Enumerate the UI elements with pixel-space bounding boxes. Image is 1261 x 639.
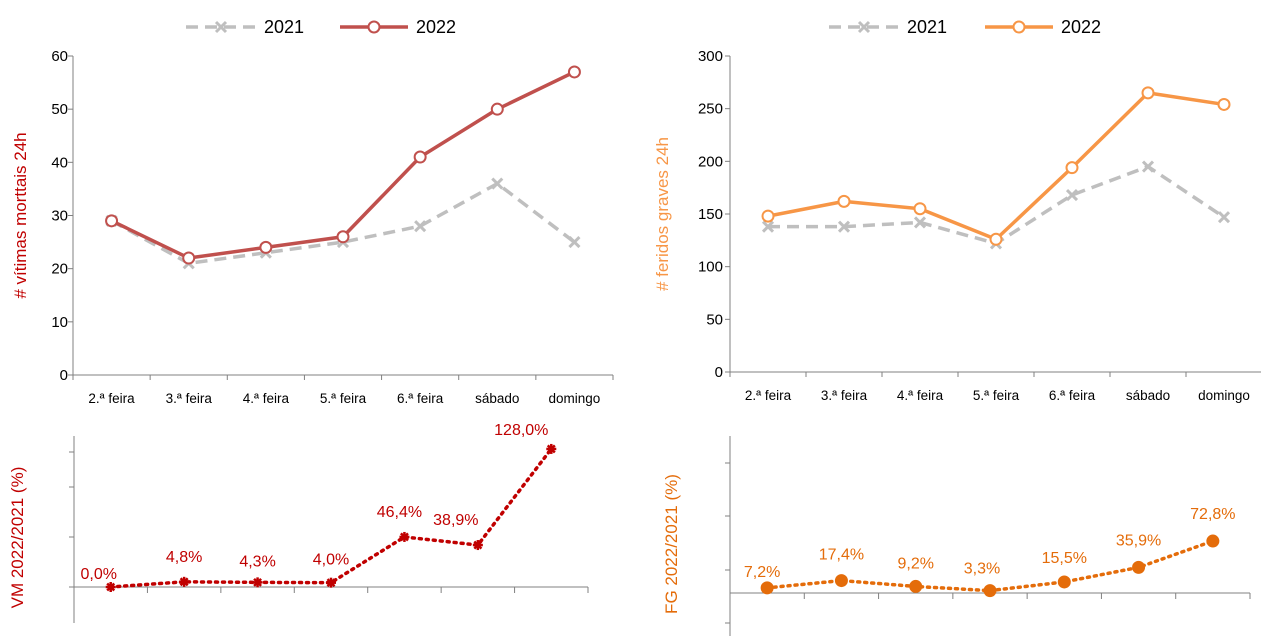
point-2021 — [1217, 211, 1231, 224]
data-label: 9,2% — [897, 555, 933, 572]
data-label: 72,8% — [1190, 506, 1235, 523]
point-2021 — [1065, 188, 1079, 202]
ratio-point — [1132, 560, 1146, 574]
y-tick-label: 0 — [715, 364, 723, 381]
y-tick-label: 10 — [51, 314, 68, 331]
series-line-2022 — [110, 70, 576, 260]
series-line-2021 — [110, 181, 576, 266]
legend-marker-2021 — [214, 20, 228, 34]
point-2022 — [1217, 97, 1231, 111]
point-2022 — [837, 194, 851, 208]
point-2022 — [259, 240, 273, 254]
ratio-point — [399, 531, 410, 542]
y-axis-label: FG 2022/2021 (%) — [662, 474, 681, 614]
ratio-point — [909, 579, 923, 593]
y-axis-label: # feridos graves 24h — [653, 137, 672, 291]
y-tick-label: 150 — [698, 206, 723, 223]
y-tick-label: 60 — [51, 48, 68, 65]
y-axis-label: VM 2022/2021 (%) — [8, 467, 27, 609]
data-label: 38,9% — [433, 512, 478, 529]
x-tick-label: sábado — [475, 391, 519, 406]
data-label: 4,8% — [166, 549, 202, 566]
data-label: 15,5% — [1042, 550, 1087, 567]
point-2022 — [182, 251, 196, 265]
point-2022 — [1141, 86, 1155, 100]
data-label: 46,4% — [377, 504, 422, 521]
x-tick-label: 3.ª feira — [166, 391, 213, 406]
data-label: 3,3% — [964, 561, 1000, 578]
legend-marker-2022 — [1012, 20, 1026, 34]
ratio-point — [252, 577, 263, 588]
legend-marker-2021 — [857, 20, 871, 34]
series-line-2021 — [768, 164, 1225, 246]
x-tick-label: 2.ª feira — [88, 391, 135, 406]
point-2021 — [837, 220, 851, 233]
ratio-point — [179, 576, 190, 587]
data-label: 35,9% — [1116, 532, 1161, 549]
ratio-point — [472, 540, 483, 551]
x-tick-label: 2.ª feira — [745, 388, 792, 403]
y-tick-label: 100 — [698, 259, 723, 276]
x-tick-label: 4.ª feira — [243, 391, 290, 406]
y-tick-label: 300 — [698, 48, 723, 65]
ratio-point — [326, 577, 336, 588]
x-tick-label: 3.ª feira — [821, 388, 868, 403]
legend-label-2022: 2022 — [1061, 17, 1101, 37]
point-2022 — [989, 232, 1003, 246]
y-tick-label: 200 — [698, 153, 723, 170]
data-label: 4,3% — [239, 553, 275, 570]
y-tick-label: 0 — [60, 367, 68, 384]
legend-label-2021: 2021 — [907, 17, 947, 37]
x-tick-label: 6.ª feira — [397, 391, 444, 406]
point-2022 — [913, 202, 927, 216]
data-label: 0,0% — [80, 566, 116, 583]
point-2022 — [567, 65, 581, 79]
data-label: 17,4% — [819, 547, 864, 564]
point-2022 — [1065, 161, 1079, 175]
y-axis-label: # vítimas morttais 24h — [11, 132, 30, 298]
x-tick-label: 6.ª feira — [1049, 388, 1096, 403]
y-tick-label: 40 — [51, 154, 68, 171]
point-2022 — [336, 230, 350, 244]
data-label: 4,0% — [313, 552, 349, 569]
x-tick-label: sábado — [1126, 388, 1170, 403]
legend-marker-2022 — [367, 20, 381, 34]
point-2022 — [761, 209, 775, 223]
point-2022 — [413, 150, 427, 164]
point-2022 — [490, 102, 504, 116]
point-2021 — [913, 216, 927, 229]
point-2021 — [761, 220, 775, 233]
point-2021 — [1141, 160, 1155, 173]
y-tick-label: 50 — [706, 311, 723, 328]
point-2022 — [105, 214, 119, 228]
point-2021 — [414, 220, 427, 233]
y-tick-label: 30 — [51, 208, 68, 225]
y-tick-label: 250 — [698, 101, 723, 118]
point-2021 — [491, 177, 504, 190]
series-line-2022 — [767, 91, 1225, 242]
ratio-point — [1057, 575, 1071, 589]
data-label: 7,2% — [744, 564, 780, 581]
y-tick-label: 20 — [51, 261, 68, 278]
ratio-point — [760, 581, 774, 595]
x-tick-label: domingo — [1198, 388, 1250, 403]
ratio-point — [834, 574, 848, 588]
x-tick-label: 5.ª feira — [320, 391, 367, 406]
ratio-point — [546, 443, 557, 454]
legend-label-2021: 2021 — [264, 17, 304, 37]
point-2021 — [568, 236, 581, 249]
ratio-point — [983, 584, 997, 598]
x-tick-label: 4.ª feira — [897, 388, 944, 403]
ratio-point — [105, 582, 116, 592]
x-tick-label: domingo — [549, 391, 601, 406]
ratio-point — [1206, 534, 1220, 548]
legend-label-2022: 2022 — [416, 17, 456, 37]
x-tick-label: 5.ª feira — [973, 388, 1020, 403]
data-label: 128,0% — [494, 422, 548, 439]
y-tick-label: 50 — [51, 101, 68, 118]
